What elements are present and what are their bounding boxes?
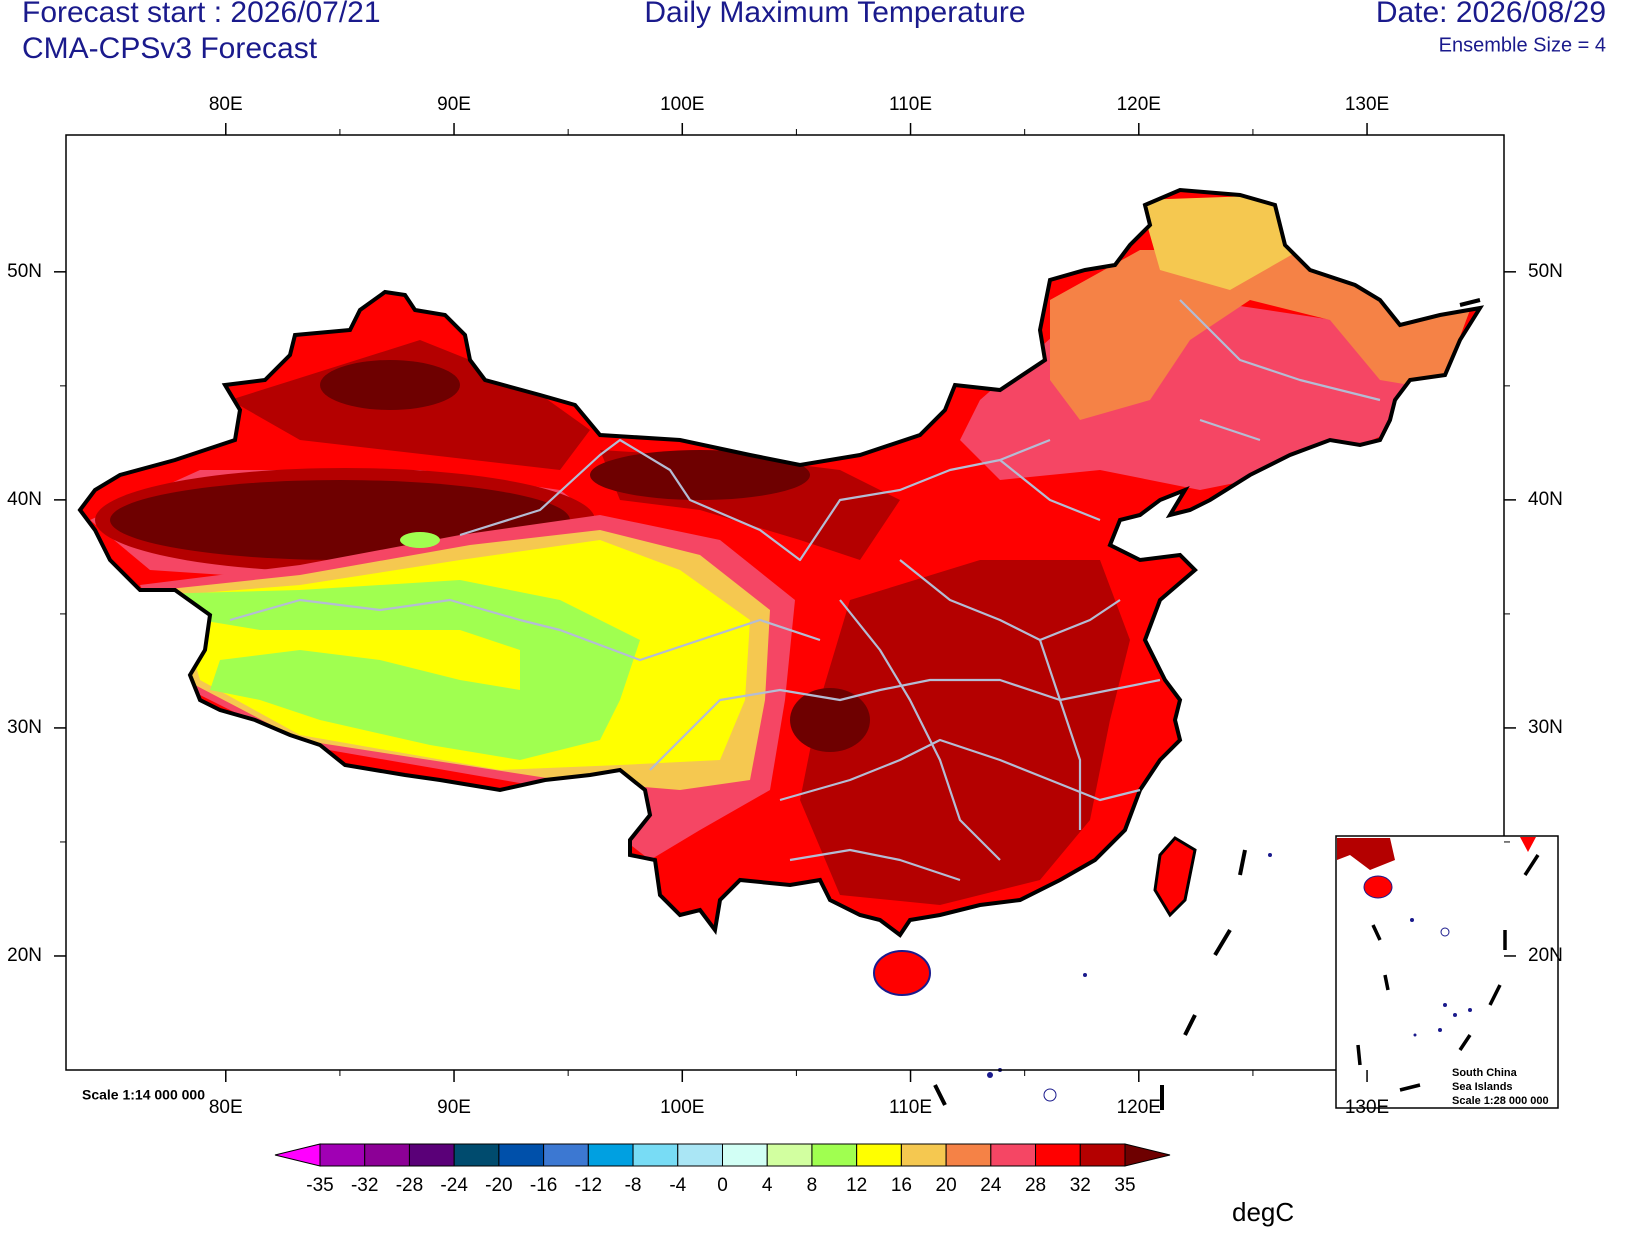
colorbar-label: 16 (891, 1175, 912, 1196)
x-tick-label: 100E (660, 94, 704, 115)
ensemble-size: Ensemble Size = 4 (1439, 34, 1606, 56)
colorbar-label: 35 (1114, 1175, 1135, 1196)
x-tick-label: 120E (1117, 1097, 1161, 1118)
colorbar-label: 0 (717, 1175, 728, 1196)
colorbar-box (364, 1143, 410, 1167)
x-tick-label: 130E (1345, 94, 1389, 115)
x-tick-label: 110E (889, 1097, 932, 1118)
x-tick-label: 80E (209, 1097, 243, 1118)
inset-label: Sea Islands (1452, 1081, 1513, 1093)
model-name: CMA-CPSv3 Forecast (22, 32, 318, 65)
colorbar-label: 28 (1025, 1175, 1046, 1196)
x-tick-label: 90E (437, 1097, 471, 1118)
colorbar-label: -24 (440, 1175, 468, 1196)
colorbar-box (453, 1143, 500, 1167)
colorbar-box (543, 1143, 589, 1167)
colorbar-box (1079, 1143, 1126, 1167)
colorbar-box (722, 1143, 768, 1167)
x-tick-label: 130E (1345, 1097, 1389, 1118)
colorbar-box (811, 1143, 858, 1167)
colorbar-label: 4 (762, 1175, 773, 1196)
x-tick-label: 90E (437, 94, 471, 115)
colorbar-box (990, 1143, 1037, 1167)
colorbar-box (766, 1143, 813, 1167)
colorbar-unit: degC (1232, 1197, 1294, 1227)
colorbar-label: 12 (846, 1175, 867, 1196)
colorbar-label: 32 (1070, 1175, 1091, 1196)
colorbar-label: -28 (396, 1175, 423, 1196)
y-tick-label: 20N (1528, 945, 1563, 966)
colorbar-label: 8 (807, 1175, 818, 1196)
date: Date: 2026/08/29 (1376, 0, 1606, 29)
colorbar-box (677, 1143, 723, 1167)
colorbar-label: -4 (669, 1175, 686, 1196)
colorbar-triangle (274, 1143, 321, 1167)
y-tick-label: 40N (7, 489, 42, 510)
colorbar-label: -35 (306, 1175, 333, 1196)
y-tick-label: 20N (7, 945, 42, 966)
x-tick-label: 100E (660, 1097, 704, 1118)
colorbar-label: 20 (936, 1175, 957, 1196)
colorbar-box (498, 1143, 545, 1167)
colorbar-label: -32 (351, 1175, 378, 1196)
colorbar-box (319, 1143, 366, 1167)
map-scale: Scale 1:14 000 000 (82, 1087, 205, 1103)
colorbar-box (1035, 1143, 1081, 1167)
colorbar-box (900, 1143, 947, 1167)
colorbar-label: -12 (575, 1175, 602, 1196)
hainan (873, 950, 931, 996)
boundary-dashes (933, 298, 1481, 1110)
y-tick-label: 30N (1528, 717, 1563, 738)
y-tick-label: 50N (1528, 261, 1563, 282)
title: Daily Maximum Temperature (644, 0, 1025, 29)
province-borders (229, 299, 1381, 882)
y-tick-label: 50N (7, 261, 42, 282)
y-tick-label: 40N (1528, 489, 1563, 510)
map-frame (65, 134, 1505, 1071)
temperature-field (80, 190, 1480, 935)
colorbar-box (856, 1143, 902, 1167)
y-tick-label: 30N (7, 717, 42, 738)
inset: South China Sea Islands Scale 1:28 000 0… (1335, 835, 1559, 1109)
colorbar-label: -8 (625, 1175, 642, 1196)
inset-scale: Scale 1:28 000 000 (1452, 1095, 1549, 1107)
colorbar-triangle (1124, 1143, 1171, 1167)
colorbar-box (587, 1143, 634, 1167)
x-tick-label: 110E (889, 94, 932, 115)
colorbar-label: -16 (530, 1175, 557, 1196)
forecast-start: Forecast start : 2026/07/21 (22, 0, 381, 29)
colorbar-label: -20 (485, 1175, 512, 1196)
taiwan (1153, 836, 1197, 918)
colorbar-box (408, 1143, 455, 1167)
inset-label: South China (1452, 1067, 1518, 1079)
x-tick-label: 120E (1117, 94, 1161, 115)
colorbar-box (632, 1143, 679, 1167)
colorbar-label: 24 (980, 1175, 1002, 1196)
colorbar-box (945, 1143, 992, 1167)
x-tick-label: 80E (209, 94, 243, 115)
